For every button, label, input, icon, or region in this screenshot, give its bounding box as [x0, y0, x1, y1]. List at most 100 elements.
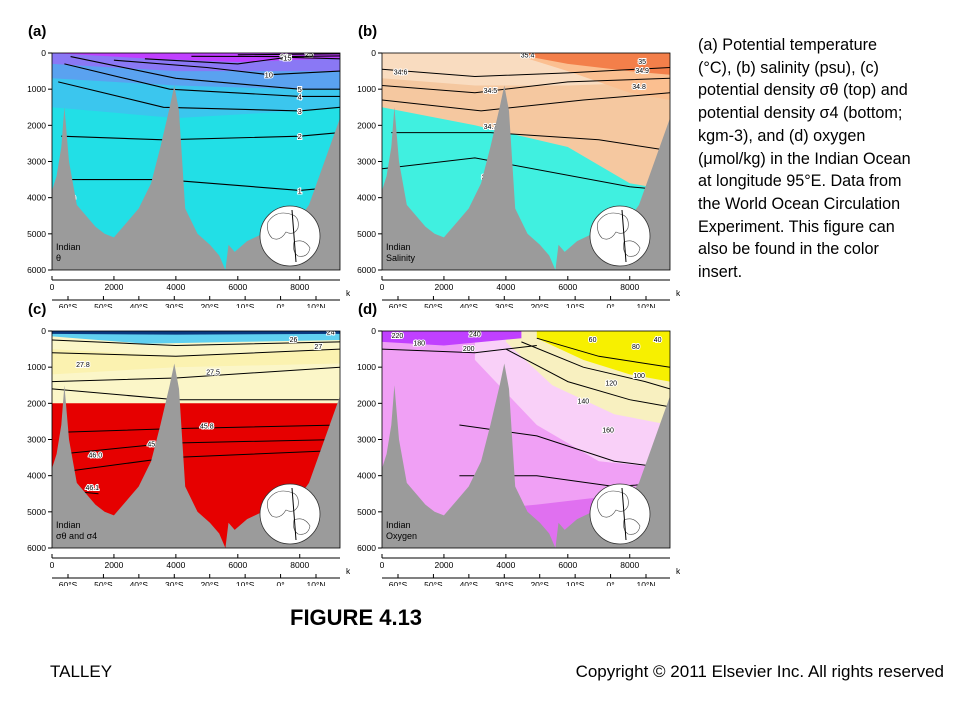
- contour-line: [52, 348, 340, 357]
- x-tick-label: 8000: [620, 560, 639, 570]
- lat-tick-label: 10°N: [637, 302, 656, 308]
- figure-caption: (a) Potential temperature (°C), (b) sali…: [698, 34, 948, 284]
- caption-line: (°C), (b) salinity (psu), (c): [698, 58, 879, 77]
- chart-b: 35.43534.934.834.734.634.534.73IndianSal…: [357, 23, 680, 308]
- contour-line: [191, 55, 340, 58]
- panel-c-density: 24 26 27 27.5 27.8 45.8 45.9 46.0 46.1 Indian σθ a…: [20, 296, 350, 586]
- lat-tick-label: 20°S: [530, 580, 549, 586]
- y-tick-label: 4000: [27, 471, 46, 481]
- footer-copyright: Copyright © 2011 Elsevier Inc. All right…: [575, 662, 944, 681]
- y-tick-label: 0: [41, 48, 46, 58]
- x-tick-label: 0: [380, 282, 385, 292]
- x-unit-label: km: [346, 288, 350, 298]
- panel-letter: (d): [358, 301, 377, 318]
- globe-land: [597, 212, 629, 240]
- y-tick-label: 6000: [357, 265, 376, 275]
- contour-label: 34.6: [394, 70, 408, 77]
- caption-line: (a) Potential temperature: [698, 36, 878, 54]
- lat-tick-label: 50°S: [424, 302, 443, 308]
- globe-land: [267, 212, 299, 240]
- contour-label: 34.8: [632, 84, 646, 91]
- inset-label: Salinity: [386, 253, 416, 263]
- contour-label: 34.5: [484, 88, 498, 95]
- x-tick-label: 0: [380, 560, 385, 570]
- caption-line: potential density σθ (top) and: [698, 81, 908, 100]
- contour-label: 27: [314, 344, 322, 351]
- y-tick-label: 2000: [27, 398, 46, 408]
- caption-line: kgm-3), and (d) oxygen: [698, 126, 866, 145]
- y-tick-label: 0: [41, 326, 46, 336]
- x-unit-label: km: [676, 566, 680, 576]
- contour-line: [61, 132, 340, 141]
- contour-label: 100: [633, 373, 645, 380]
- contour-label: 35: [638, 59, 646, 66]
- contour-label: 15: [283, 53, 291, 62]
- contour-label: 240: [469, 331, 481, 338]
- y-tick-label: 6000: [27, 543, 46, 553]
- contour-label: 60: [589, 337, 597, 344]
- y-tick-label: 1000: [357, 84, 376, 94]
- contour-label: 24: [327, 330, 335, 337]
- globe-land: [623, 518, 641, 535]
- contour-label: 45.9: [147, 442, 161, 449]
- x-tick-label: 0: [50, 560, 55, 570]
- y-tick-label: 5000: [357, 229, 376, 239]
- color-band: [382, 331, 522, 346]
- y-tick-label: 2000: [357, 120, 376, 130]
- x-tick-label: 2000: [434, 282, 453, 292]
- figure-title: FIGURE 4.13: [290, 605, 423, 630]
- caption-line: (μmol/kg) in the Indian Ocean: [698, 149, 911, 168]
- y-tick-label: 6000: [357, 543, 376, 553]
- x-tick-label: 6000: [558, 282, 577, 292]
- lat-tick-label: 60°S: [59, 302, 78, 308]
- lat-tick-label: 0°: [277, 302, 285, 308]
- contour-line: [144, 56, 340, 65]
- plot-area: 25201510543210: [52, 53, 340, 270]
- contour-label: 10: [265, 71, 273, 80]
- lat-tick-label: 30°S: [165, 580, 184, 586]
- inset-label: Indian: [386, 520, 411, 530]
- x-tick-label: 0: [50, 282, 55, 292]
- x-tick-label: 8000: [620, 282, 639, 292]
- contour-line: [505, 348, 670, 408]
- contour-label: 200: [463, 346, 475, 353]
- inset-label: Indian: [56, 520, 81, 530]
- y-tick-label: 1000: [357, 362, 376, 372]
- inset-label: θ: [56, 253, 61, 263]
- y-tick-label: 6000: [27, 265, 46, 275]
- contour-label: 46.1: [85, 485, 99, 492]
- y-tick-label: 1000: [27, 362, 46, 372]
- x-tick-label: 6000: [558, 560, 577, 570]
- lat-tick-label: 10°S: [236, 580, 255, 586]
- x-unit-label: km: [676, 288, 680, 298]
- lat-tick-label: 40°S: [130, 302, 149, 308]
- lat-tick-label: 30°S: [165, 302, 184, 308]
- inset-label: Indian: [56, 242, 81, 252]
- y-tick-label: 1000: [27, 84, 46, 94]
- panel-a-temperature: 25201510543210Indianθ(a)0100020003000400…: [20, 18, 350, 308]
- panel-letter: (c): [28, 301, 46, 318]
- panel-letter: (b): [358, 23, 377, 40]
- chart-a: 25201510543210Indianθ(a)0100020003000400…: [27, 23, 350, 308]
- lat-tick-label: 60°S: [389, 580, 408, 586]
- contour-line: [52, 339, 340, 347]
- contour-label: 26: [290, 337, 298, 344]
- caption-line: at longitude 95°E. Data from: [698, 172, 902, 191]
- y-tick-label: 0: [371, 48, 376, 58]
- lat-tick-label: 60°S: [59, 580, 78, 586]
- lat-tick-label: 10°N: [637, 580, 656, 586]
- caption-line: potential density σ4 (bottom;: [698, 104, 903, 123]
- x-unit-label: km: [346, 566, 350, 576]
- globe-land: [597, 490, 629, 518]
- caption-line: Experiment. This figure can: [698, 217, 895, 236]
- contour-label: 27.8: [76, 362, 90, 369]
- contour-label: 2: [298, 132, 302, 141]
- x-tick-label: 8000: [290, 560, 309, 570]
- caption-line: insert.: [698, 263, 743, 282]
- contour-label: 46.0: [89, 453, 103, 460]
- y-tick-label: 5000: [27, 229, 46, 239]
- x-tick-label: 2000: [434, 560, 453, 570]
- x-tick-label: 6000: [228, 282, 247, 292]
- y-tick-label: 3000: [357, 435, 376, 445]
- lat-tick-label: 40°S: [130, 580, 149, 586]
